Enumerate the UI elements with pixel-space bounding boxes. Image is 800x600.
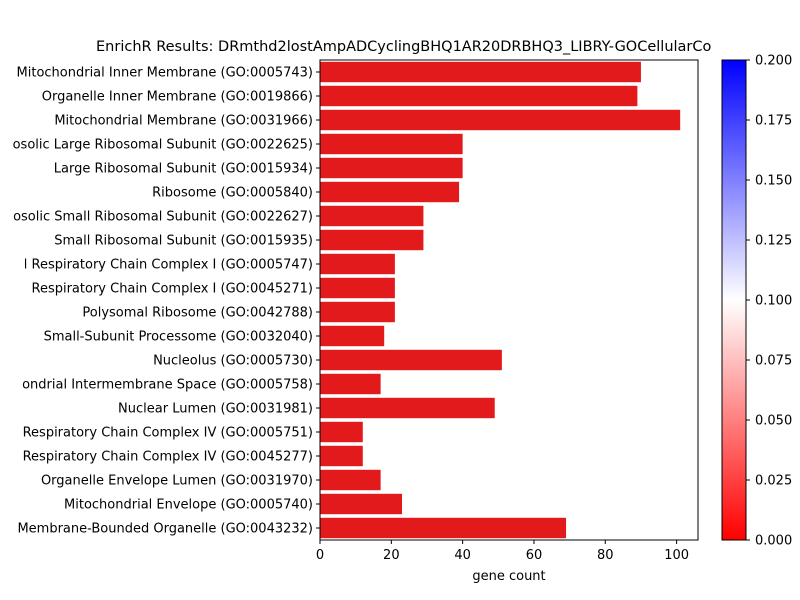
colorbar-ticks: 0.000 0.025 0.050 0.075 0.100 0.125 0.150 0.175…	[746, 54, 792, 549]
colorbar-tick-label: 0.050	[755, 414, 792, 429]
x-tick-label: 60	[526, 548, 543, 563]
bar-4	[320, 133, 463, 155]
colorbar-tick-label: 0.025	[755, 474, 792, 489]
colorbar-tick-label: 0.150	[755, 174, 792, 189]
bar-18	[320, 469, 381, 491]
y-tick-label: l Respiratory Chain Complex I (GO:000574…	[24, 258, 313, 273]
colorbar-tick-label: 0.100	[755, 294, 792, 309]
y-tick-label: Mitochondrial Envelope (GO:0005740)	[64, 498, 313, 513]
bar-1	[320, 61, 641, 83]
chart-title: EnrichR Results: DRmthd2lostAmpADCycling…	[96, 39, 712, 55]
bar-20	[320, 517, 567, 539]
bar-6	[320, 181, 460, 203]
colorbar-tick-label: 0.075	[755, 354, 792, 369]
bar-9	[320, 253, 395, 275]
y-tick-label: osolic Small Ribosomal Subunit (GO:00226…	[13, 210, 313, 225]
y-tick-label: Respiratory Chain Complex I (GO:0045271)	[32, 282, 314, 297]
bar-12	[320, 325, 385, 347]
bar-16	[320, 421, 363, 443]
y-tick-label: Organelle Inner Membrane (GO:0019866)	[42, 90, 313, 105]
y-tick-label: Respiratory Chain Complex IV (GO:0045277…	[23, 450, 313, 465]
bar-3	[320, 109, 681, 131]
y-tick-label: Membrane-Bounded Organelle (GO:0043232)	[17, 522, 313, 537]
y-tick-label: Ribosome (GO:0005840)	[152, 186, 313, 201]
y-tick-labels: Mitochondrial Inner Membrane (GO:0005743…	[13, 66, 320, 537]
y-tick-label: Small-Subunit Processome (GO:0032040)	[44, 330, 313, 345]
x-ticks: 0 20 40 60 80 100	[316, 540, 689, 563]
colorbar	[721, 59, 747, 541]
x-axis-label: gene count	[472, 569, 545, 584]
colorbar-tick-label: 0.125	[755, 234, 792, 249]
bar-2	[320, 85, 638, 107]
y-tick-label: Small Ribosomal Subunit (GO:0015935)	[54, 234, 313, 249]
bar-10	[320, 277, 395, 299]
colorbar-tick-label: 0.175	[755, 114, 792, 129]
bar-15	[320, 397, 495, 419]
colorbar-tick-label: 0.200	[755, 54, 792, 69]
y-tick-label: Large Ribosomal Subunit (GO:0015934)	[54, 162, 313, 177]
x-tick-label: 0	[316, 548, 324, 563]
y-tick-label: Nuclear Lumen (GO:0031981)	[118, 402, 313, 417]
y-tick-label: Mitochondrial Inner Membrane (GO:0005743…	[17, 66, 313, 81]
plot-frame	[319, 59, 699, 541]
bar-14	[320, 373, 381, 395]
y-tick-label: ondrial Intermembrane Space (GO:0005758)	[22, 378, 313, 393]
y-tick-label: Polysomal Ribosome (GO:0042788)	[82, 306, 313, 321]
bar-7	[320, 205, 424, 227]
bar-11	[320, 301, 395, 323]
y-tick-label: osolic Large Ribosomal Subunit (GO:00226…	[13, 138, 313, 153]
y-tick-label: Respiratory Chain Complex IV (GO:0005751…	[23, 426, 313, 441]
x-tick-label: 100	[664, 548, 689, 563]
y-tick-label: Nucleolus (GO:0005730)	[153, 354, 313, 369]
colorbar-tick-label: 0.000	[755, 534, 792, 549]
y-tick-label: Organelle Envelope Lumen (GO:0031970)	[41, 474, 313, 489]
x-tick-label: 20	[383, 548, 400, 563]
bar-17	[320, 445, 363, 467]
bar-19	[320, 493, 403, 515]
bar-13	[320, 349, 502, 371]
y-tick-label: Mitochondrial Membrane (GO:0031966)	[54, 114, 313, 129]
bar-8	[320, 229, 424, 251]
bars-layer	[320, 61, 681, 539]
x-tick-label: 80	[597, 548, 614, 563]
bar-5	[320, 157, 463, 179]
x-tick-label: 40	[454, 548, 471, 563]
